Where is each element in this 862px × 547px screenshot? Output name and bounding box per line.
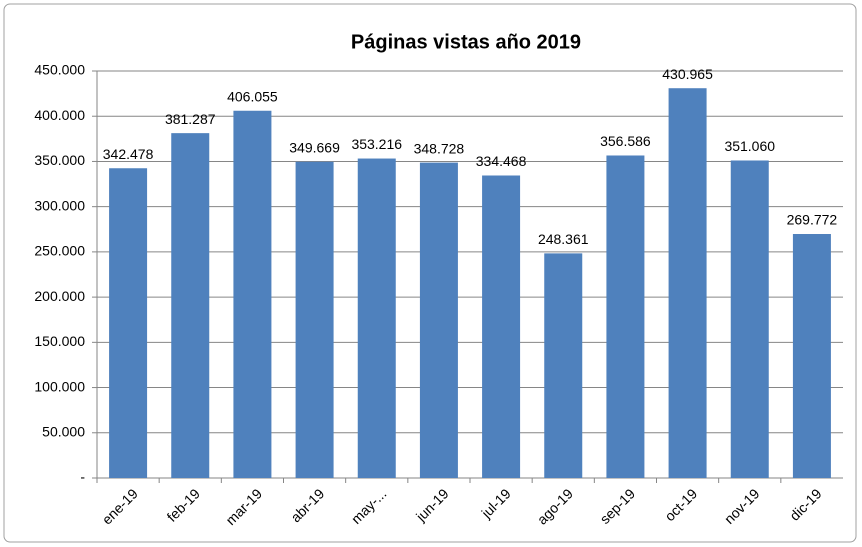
bar [606,155,645,478]
data-label: 351.060 [724,138,775,154]
y-tick-label: 50.000 [42,423,85,439]
bar [419,162,458,478]
chart-title: Páginas vistas año 2019 [351,31,581,53]
data-label: 342.478 [103,146,154,162]
data-label: 334.468 [476,153,527,169]
y-tick-label: 400.000 [34,107,85,123]
y-tick-label: 100.000 [34,378,85,394]
bar [171,133,210,478]
bar [792,234,831,478]
data-label: 430.965 [662,66,713,82]
data-label: 349.669 [289,139,340,155]
bar [544,253,583,478]
bar [295,161,334,478]
y-tick-label: 300.000 [34,197,85,213]
data-label: 248.361 [538,231,589,247]
bar [730,160,769,479]
bar [668,88,707,479]
data-label: 356.586 [600,133,651,149]
data-label: 348.728 [414,140,465,156]
data-label: 353.216 [351,136,402,152]
y-tick-label: 150.000 [34,333,85,349]
data-label: 269.772 [787,212,838,228]
y-tick-label: - [80,469,85,485]
bar [482,175,521,478]
bar [357,158,396,478]
y-tick-label: 250.000 [34,243,85,259]
data-label: 406.055 [227,88,278,104]
bar [109,168,148,478]
y-tick-label: 200.000 [34,288,85,304]
bar [233,110,272,478]
y-tick-label: 450.000 [34,62,85,78]
data-label: 381.287 [165,111,216,127]
y-tick-label: 350.000 [34,152,85,168]
